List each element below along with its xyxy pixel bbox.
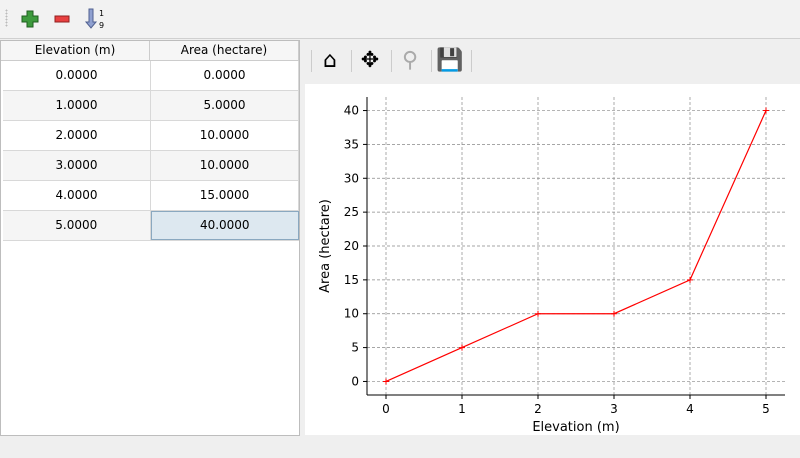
x-tick-label: 2 [534, 402, 542, 416]
elevation-cell[interactable]: 5.0000 [3, 211, 151, 240]
elevation-cell[interactable]: 4.0000 [3, 181, 151, 210]
pan-button[interactable]: ✥ [355, 46, 385, 76]
elevation-cell[interactable]: 1.0000 [3, 91, 151, 120]
home-icon: ⌂ [323, 48, 337, 73]
data-point [535, 310, 541, 317]
add-row-button[interactable] [18, 6, 42, 30]
x-tick-label: 1 [458, 402, 466, 416]
y-tick-label: 20 [344, 239, 359, 253]
pan-icon: ✥ [360, 48, 380, 73]
toolbar-grip[interactable] [5, 9, 8, 27]
elevation-cell[interactable]: 0.0000 [3, 61, 151, 90]
data-table: Elevation (m) Area (hectare) 0.0000 0.000… [0, 40, 300, 436]
zoom-button[interactable]: ⚲ [395, 46, 425, 76]
table-row: 0.0000 0.0000 [3, 61, 299, 91]
sort-ascending-icon: 1 9 [84, 8, 104, 30]
chart-toolbar: ⌂ ✥ ⚲ 💾 [305, 40, 800, 84]
x-tick-label: 0 [382, 402, 390, 416]
area-cell[interactable]: 0.0000 [151, 61, 299, 90]
area-cell[interactable]: 10.0000 [151, 121, 299, 150]
save-button[interactable]: 💾 [435, 46, 465, 76]
y-tick-label: 10 [344, 307, 359, 321]
sort-label-bottom: 9 [99, 21, 104, 30]
x-tick-label: 3 [610, 402, 618, 416]
table-header: Elevation (m) Area (hectare) [1, 41, 299, 61]
sort-button[interactable]: 1 9 [84, 6, 108, 30]
save-icon: 💾 [436, 48, 464, 73]
line-chart: 0 1 2 3 4 5 0 5 10 15 20 25 30 35 40 Elevation (m) Area … [318, 97, 785, 435]
table-row: 2.0000 10.0000 [3, 121, 299, 151]
remove-icon [54, 15, 70, 23]
sort-label-top: 1 [99, 9, 104, 18]
add-icon [21, 10, 39, 28]
y-tick-label: 30 [344, 171, 359, 185]
table-row: 1.0000 5.0000 [3, 91, 299, 121]
column-header-area[interactable]: Area (hectare) [150, 41, 299, 60]
y-axis-label: Area (hectare) [318, 199, 333, 293]
area-cell[interactable]: 40.0000 [150, 211, 299, 240]
elevation-cell[interactable]: 2.0000 [3, 121, 151, 150]
area-cell[interactable]: 5.0000 [151, 91, 299, 120]
y-tick-label: 40 [344, 104, 359, 118]
home-button[interactable]: ⌂ [315, 46, 345, 76]
data-line [385, 110, 767, 383]
y-tick-label: 0 [351, 374, 359, 388]
table-row: 5.0000 40.0000 [3, 211, 299, 241]
data-point [459, 344, 465, 351]
column-header-elevation[interactable]: Elevation (m) [1, 41, 150, 60]
y-tick-label: 35 [344, 137, 359, 151]
y-tick-label: 25 [344, 205, 359, 219]
zoom-icon: ⚲ [401, 48, 419, 73]
area-cell[interactable]: 10.0000 [151, 151, 299, 180]
data-point [687, 276, 693, 283]
area-cell[interactable]: 15.0000 [151, 181, 299, 210]
data-point [611, 310, 617, 317]
remove-row-button[interactable] [50, 6, 74, 30]
table-row: 4.0000 15.0000 [3, 181, 299, 211]
x-tick-label: 5 [762, 402, 770, 416]
data-point [763, 107, 769, 114]
table-row: 3.0000 10.0000 [3, 151, 299, 181]
x-axis-label: Elevation (m) [532, 420, 619, 435]
chart-area: 0 1 2 3 4 5 0 5 10 15 20 25 30 35 40 Elevation (m) Area … [305, 84, 800, 435]
data-point [383, 378, 389, 385]
y-tick-label: 15 [344, 273, 359, 287]
elevation-cell[interactable]: 3.0000 [3, 151, 151, 180]
main-toolbar: 1 9 [0, 0, 800, 39]
x-tick-label: 4 [686, 402, 694, 416]
y-tick-label: 5 [351, 341, 359, 355]
